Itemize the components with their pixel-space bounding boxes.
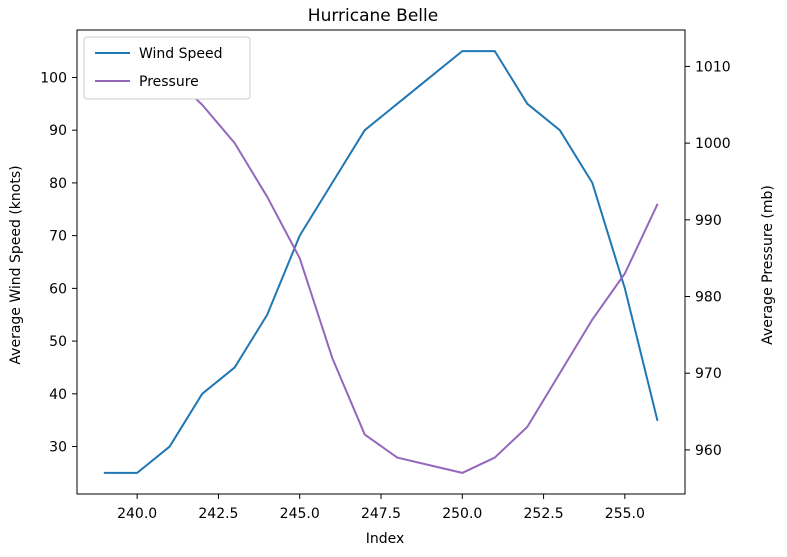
legend: Wind Speed Pressure bbox=[83, 36, 251, 100]
left-y-tick-label: 90 bbox=[49, 123, 67, 139]
left-y-axis: 30 40 50 60 70 80 90 100 bbox=[40, 70, 77, 456]
x-axis: 240.0 242.5 245.0 247.5 250.0 252.5 255.0 bbox=[117, 494, 645, 522]
legend-label-pressure: Pressure bbox=[139, 74, 199, 90]
left-y-tick-label: 40 bbox=[49, 387, 67, 403]
right-y-axis-label: Average Pressure (mb) bbox=[760, 185, 776, 345]
x-tick-label: 247.5 bbox=[361, 506, 401, 522]
left-y-tick-label: 70 bbox=[49, 229, 67, 245]
x-tick-label: 255.0 bbox=[605, 506, 645, 522]
x-tick-label: 240.0 bbox=[117, 506, 157, 522]
right-y-tick-label: 970 bbox=[695, 366, 722, 382]
right-y-tick-label: 1010 bbox=[695, 59, 731, 75]
x-tick-label: 252.5 bbox=[524, 506, 564, 522]
wind-speed-line bbox=[103, 50, 659, 474]
pressure-line bbox=[103, 50, 659, 474]
x-axis-label: Index bbox=[366, 531, 405, 547]
legend-label-wind-speed: Wind Speed bbox=[139, 46, 223, 62]
x-tick-label: 245.0 bbox=[280, 506, 320, 522]
left-y-tick-label: 80 bbox=[49, 176, 67, 192]
right-y-tick-label: 990 bbox=[695, 213, 722, 229]
right-y-tick-label: 1000 bbox=[695, 136, 731, 152]
right-y-axis: 960 970 980 990 1000 1010 bbox=[685, 59, 731, 459]
x-tick-label: 250.0 bbox=[442, 506, 482, 522]
plot-area bbox=[103, 50, 659, 474]
right-y-tick-label: 980 bbox=[695, 290, 722, 306]
left-y-tick-label: 60 bbox=[49, 281, 67, 297]
x-tick-label: 242.5 bbox=[198, 506, 238, 522]
left-y-tick-label: 100 bbox=[40, 70, 67, 86]
left-y-axis-label: Average Wind Speed (knots) bbox=[8, 165, 24, 364]
left-y-tick-label: 30 bbox=[49, 440, 67, 456]
right-y-tick-label: 960 bbox=[695, 443, 722, 459]
left-y-tick-label: 50 bbox=[49, 334, 67, 350]
plot-frame bbox=[76, 29, 686, 495]
chart-title: Hurricane Belle bbox=[308, 6, 438, 26]
